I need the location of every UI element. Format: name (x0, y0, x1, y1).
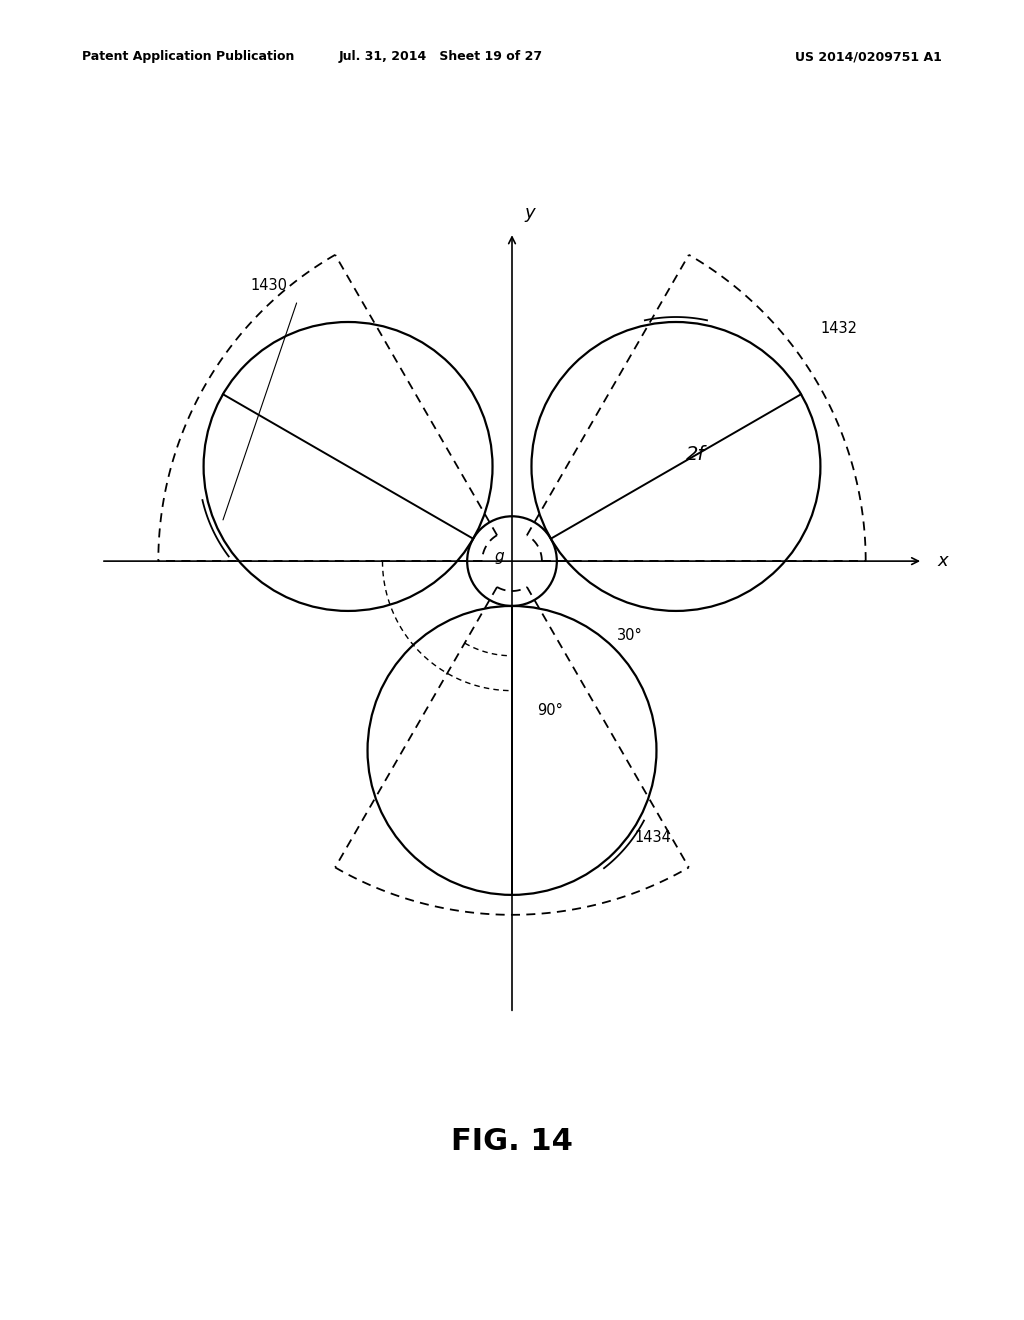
Text: Jul. 31, 2014   Sheet 19 of 27: Jul. 31, 2014 Sheet 19 of 27 (338, 50, 543, 63)
Text: 2f: 2f (686, 445, 706, 463)
Text: x: x (938, 552, 948, 570)
Text: Patent Application Publication: Patent Application Publication (82, 50, 294, 63)
Text: g: g (495, 549, 505, 564)
Text: US 2014/0209751 A1: US 2014/0209751 A1 (796, 50, 942, 63)
Text: 90°: 90° (537, 704, 563, 718)
Text: 1430: 1430 (250, 279, 287, 293)
Text: y: y (524, 205, 536, 222)
Text: 1432: 1432 (820, 322, 857, 337)
Text: FIG. 14: FIG. 14 (451, 1127, 573, 1156)
Text: 30°: 30° (616, 628, 642, 643)
Text: 1434: 1434 (635, 830, 672, 845)
